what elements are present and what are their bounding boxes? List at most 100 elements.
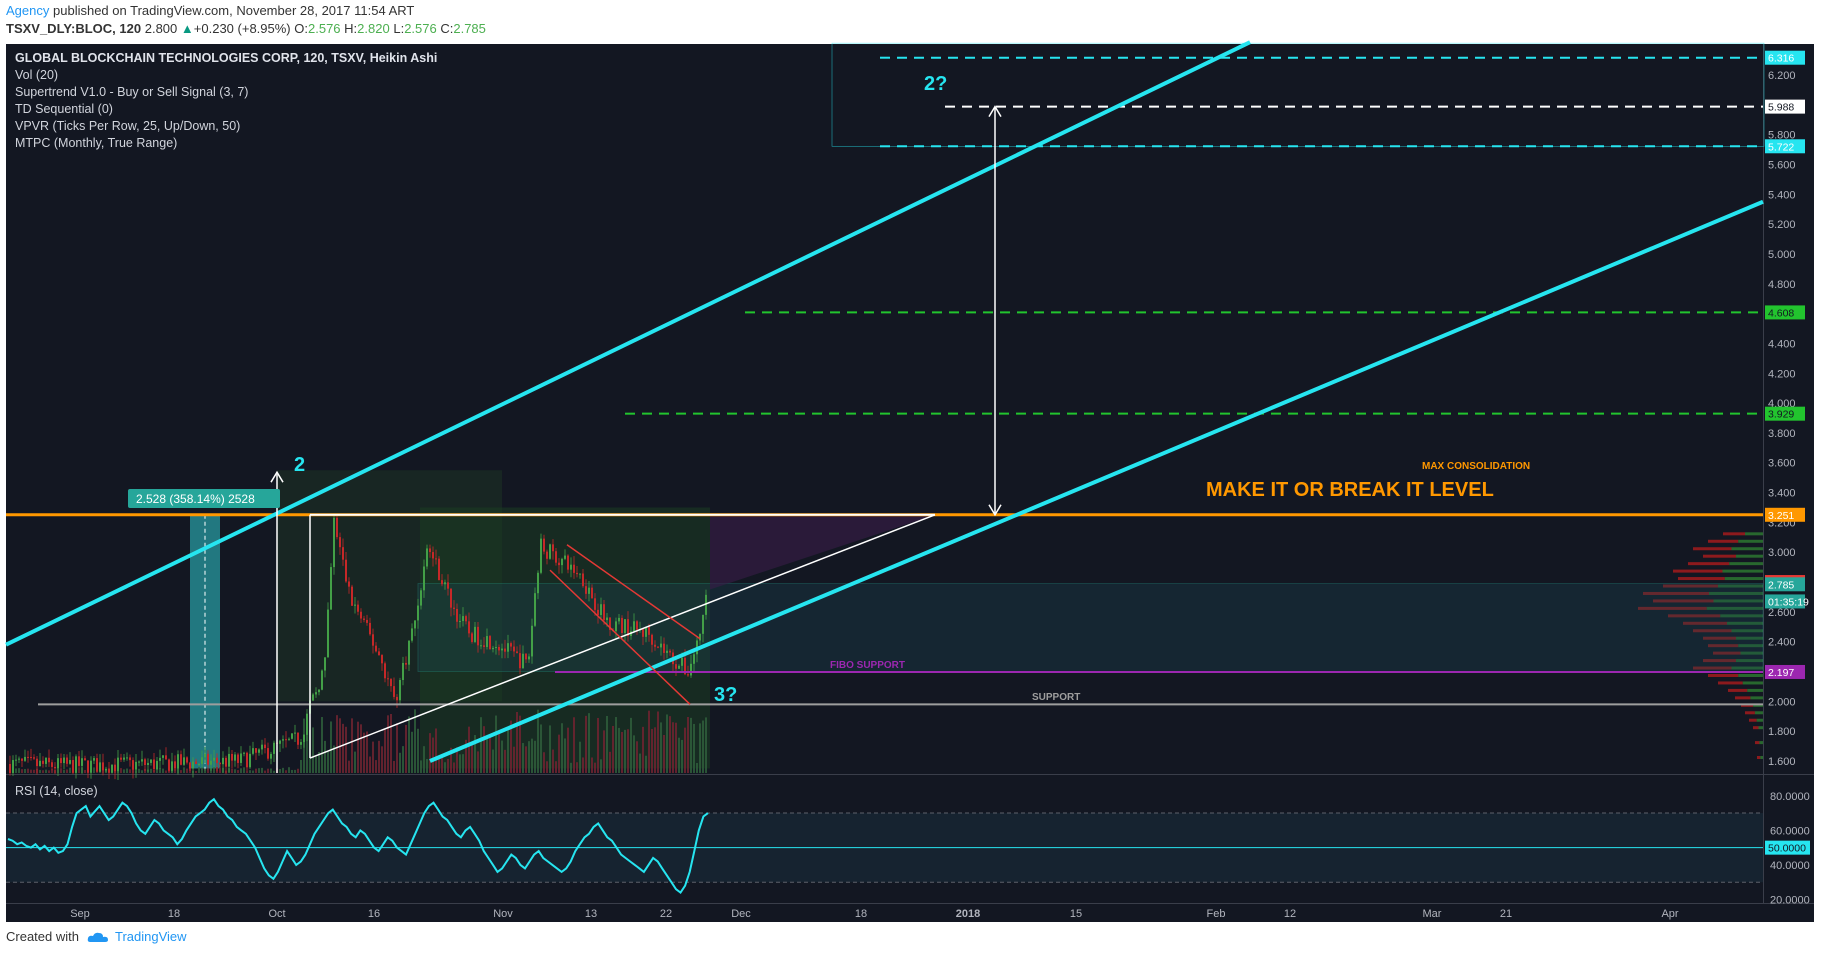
candle-body — [30, 756, 32, 758]
candle-body — [507, 643, 509, 652]
volume-bar — [609, 751, 611, 773]
vpvr-up-bar — [1731, 629, 1763, 633]
candle-body — [282, 739, 284, 741]
vpvr-up-bar — [1736, 659, 1763, 663]
candle-body — [63, 757, 65, 764]
volume-bar — [159, 768, 161, 773]
vpvr-up-bar — [1731, 666, 1763, 670]
candle-body — [249, 753, 251, 768]
candle-body — [216, 757, 218, 763]
candle-body — [519, 653, 521, 669]
overlay-indicator-vpvr[interactable]: VPVR (Ticks Per Row, 25, Up/Down, 50) — [15, 119, 241, 133]
vpvr-down-bar — [1683, 621, 1727, 625]
volume-bar — [573, 717, 575, 773]
volume-bar — [333, 745, 335, 773]
volume-bar — [546, 761, 548, 773]
vpvr-up-bar — [1754, 711, 1763, 715]
volume-bar — [15, 768, 17, 773]
candle-body — [300, 742, 302, 745]
volume-bar — [393, 760, 395, 773]
candle-body — [600, 604, 602, 616]
candle-body — [675, 664, 677, 669]
tradingview-link[interactable]: TradingView — [87, 929, 187, 944]
candle-body — [393, 686, 395, 697]
rsi-label[interactable]: RSI (14, close) — [15, 784, 98, 798]
candle-body — [120, 757, 122, 760]
candle-body — [543, 538, 545, 552]
volume-bar — [687, 716, 689, 773]
overlay-indicator-td[interactable]: TD Sequential (0) — [15, 102, 113, 116]
candle-body — [213, 757, 215, 761]
volume-bar — [486, 737, 488, 773]
candle-body — [273, 742, 275, 754]
vpvr-up-bar — [1713, 599, 1763, 603]
candle-body — [516, 651, 518, 654]
candle-body — [258, 749, 260, 753]
candle-body — [396, 696, 398, 701]
vpvr-up-bar — [1750, 696, 1763, 700]
candle-body — [549, 544, 551, 559]
volume-bar — [279, 768, 281, 773]
volume-bar — [456, 747, 458, 773]
symbol-line: TSXV_DLY:BLOC, 120 2.800 ▲+0.230 (+8.95%… — [6, 21, 486, 36]
volume-bar — [402, 746, 404, 773]
volume-bar — [426, 758, 428, 773]
vpvr-down-bar — [1668, 614, 1721, 618]
volume-bar — [231, 768, 233, 773]
volume-bar — [348, 760, 350, 773]
candle-body — [420, 590, 422, 606]
volume-bar — [585, 715, 587, 773]
candle-body — [114, 764, 116, 772]
volume-bar — [441, 755, 443, 773]
tradingview-brand: TradingView — [114, 929, 187, 944]
candle-body — [267, 748, 269, 759]
volume-bar — [45, 769, 47, 773]
candle-body — [435, 558, 437, 560]
author-link[interactable]: Agency — [6, 3, 50, 18]
overlay-indicator-supertrend[interactable]: Supertrend V1.0 - Buy or Sell Signal (3,… — [15, 85, 249, 99]
volume-bar — [381, 746, 383, 773]
candle-body — [306, 713, 308, 735]
volume-bar — [639, 753, 641, 773]
volume-bar — [162, 768, 164, 773]
candle-body — [564, 555, 566, 559]
candle-body — [327, 609, 329, 658]
rsi-pane: 80.0000 60.0000 40.0000 20.0000 50.0000 — [6, 791, 1810, 907]
volume-bar — [699, 723, 701, 773]
vpvr-down-bar — [1653, 599, 1714, 603]
candle-body — [198, 763, 200, 765]
price-label: 2.197 — [1768, 667, 1794, 679]
volume-bar — [300, 759, 302, 773]
volume-bar — [636, 741, 638, 773]
volume-bar — [465, 739, 467, 773]
volume-bar — [27, 768, 29, 773]
volume-bar — [660, 722, 662, 773]
volume-bar — [240, 768, 242, 773]
candle-body — [51, 762, 53, 767]
candle-body — [111, 764, 113, 773]
candle-body — [372, 634, 374, 646]
volume-bar — [555, 761, 557, 773]
volume-bar — [684, 727, 686, 773]
volume-bar — [48, 770, 50, 773]
volume-bar — [285, 770, 287, 773]
candle-body — [411, 628, 413, 641]
volume-bar — [42, 770, 44, 773]
candle-body — [471, 633, 473, 642]
volume-bar — [504, 749, 506, 773]
volume-bar — [270, 768, 272, 773]
volume-bar — [141, 770, 143, 773]
price-tick-label: 4.800 — [1768, 279, 1796, 291]
candle-body — [93, 758, 95, 761]
rsi-tick-label: 60.0000 — [1770, 825, 1810, 837]
overlay-indicator-mtpc[interactable]: MTPC (Monthly, True Range) — [15, 136, 178, 150]
overlay-indicator-volume[interactable]: Vol (20) — [15, 68, 59, 82]
vpvr-down-bar — [1638, 606, 1707, 610]
vpvr-up-bar — [1722, 569, 1763, 573]
volume-bar — [378, 740, 380, 773]
candle-body — [450, 588, 452, 608]
vpvr-down-bar — [1755, 741, 1760, 745]
candle-body — [684, 657, 686, 675]
price-change: +0.230 (+8.95%) — [193, 21, 291, 36]
